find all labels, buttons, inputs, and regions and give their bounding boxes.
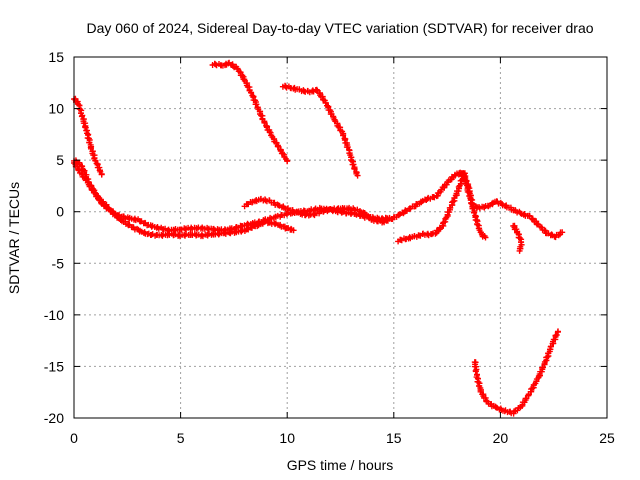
x-tick-label: 20 xyxy=(493,430,509,446)
data-point xyxy=(432,230,439,237)
x-tick-label: 0 xyxy=(70,430,78,446)
data-point xyxy=(471,209,477,216)
y-tick-label: -10 xyxy=(44,307,64,323)
y-tick-label: 15 xyxy=(48,49,64,65)
series-track-a xyxy=(71,95,105,178)
data-point xyxy=(354,172,361,179)
data-point xyxy=(96,196,103,202)
data-point xyxy=(472,368,479,375)
data-point xyxy=(272,221,278,228)
series-track-f xyxy=(241,195,393,223)
data-point xyxy=(266,128,273,135)
y-tick-label: -5 xyxy=(52,255,65,271)
data-point xyxy=(114,214,121,221)
axis-ticks: 0 5 10 15 20 25 15 10 5 0 -5 -10 -15 -20 xyxy=(44,49,615,446)
data-point xyxy=(98,171,105,178)
x-tick-label: 10 xyxy=(279,430,295,446)
series-track-c xyxy=(71,160,297,240)
x-axis-label: GPS time / hours xyxy=(287,457,394,473)
data-point xyxy=(482,234,489,241)
series-track-e xyxy=(279,82,361,179)
data-point xyxy=(77,106,84,113)
data-points xyxy=(71,59,566,417)
y-axis-label: SDTVAR / TECUs xyxy=(6,182,22,294)
data-point xyxy=(290,227,297,234)
grid xyxy=(74,57,607,418)
series-track-d xyxy=(209,59,291,165)
chart-title: Day 060 of 2024, Sidereal Day-to-day VTE… xyxy=(86,20,593,36)
y-tick-label: 5 xyxy=(56,152,64,168)
y-tick-label: 0 xyxy=(56,204,64,220)
series-track-g xyxy=(395,170,566,245)
data-point xyxy=(83,127,90,134)
x-tick-label: 5 xyxy=(177,430,185,446)
x-tick-label: 25 xyxy=(599,430,615,446)
data-point xyxy=(284,158,291,165)
y-tick-label: -15 xyxy=(44,358,64,374)
data-point xyxy=(386,214,393,221)
series-track-i xyxy=(471,328,561,417)
series-track-h xyxy=(510,222,525,254)
data-point xyxy=(516,235,523,241)
data-point xyxy=(516,247,523,254)
data-point xyxy=(395,212,402,219)
data-point xyxy=(215,231,222,238)
data-point xyxy=(555,328,561,335)
y-tick-label: -20 xyxy=(44,410,64,426)
x-tick-label: 15 xyxy=(386,430,402,446)
plot-frame xyxy=(73,56,608,419)
data-point xyxy=(559,229,566,236)
data-point xyxy=(553,332,560,338)
y-tick-label: 10 xyxy=(48,101,64,117)
